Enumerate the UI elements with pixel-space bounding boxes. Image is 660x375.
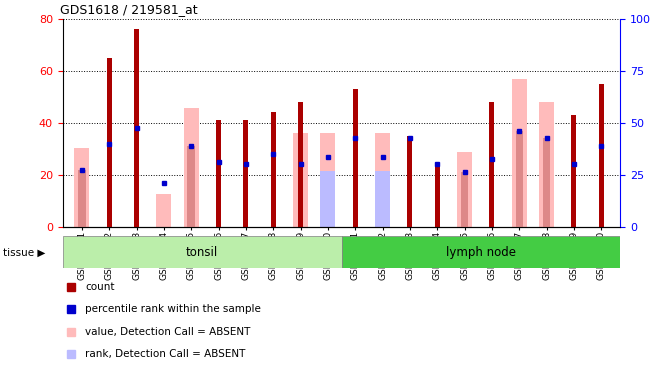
- Text: count: count: [85, 282, 114, 292]
- Bar: [320, 133, 335, 227]
- Bar: [435, 164, 440, 227]
- Text: percentile rank within the sample: percentile rank within the sample: [85, 304, 261, 314]
- Bar: [75, 148, 89, 227]
- Bar: [244, 120, 248, 227]
- Text: rank, Detection Call = ABSENT: rank, Detection Call = ABSENT: [85, 350, 246, 359]
- Bar: [515, 130, 523, 227]
- Bar: [134, 29, 139, 227]
- Bar: [78, 170, 86, 227]
- Bar: [512, 79, 527, 227]
- Text: GDS1618 / 219581_at: GDS1618 / 219581_at: [60, 3, 197, 16]
- Bar: [63, 236, 342, 268]
- Text: tonsil: tonsil: [186, 246, 218, 259]
- Bar: [375, 133, 390, 227]
- Bar: [271, 112, 276, 227]
- Bar: [490, 102, 494, 227]
- Bar: [298, 102, 303, 227]
- Bar: [457, 152, 472, 227]
- Bar: [407, 136, 412, 227]
- Bar: [216, 120, 221, 227]
- Bar: [543, 138, 550, 227]
- Bar: [293, 133, 308, 227]
- Bar: [375, 171, 390, 227]
- Bar: [107, 58, 112, 227]
- Text: tissue ▶: tissue ▶: [3, 248, 46, 257]
- Bar: [187, 146, 195, 227]
- Text: lymph node: lymph node: [446, 246, 516, 259]
- Bar: [342, 236, 620, 268]
- Bar: [320, 171, 335, 227]
- Bar: [183, 108, 199, 227]
- Bar: [572, 115, 576, 227]
- Bar: [156, 194, 172, 227]
- Bar: [461, 172, 468, 227]
- Bar: [539, 102, 554, 227]
- Text: value, Detection Call = ABSENT: value, Detection Call = ABSENT: [85, 327, 250, 337]
- Bar: [599, 84, 604, 227]
- Bar: [352, 89, 358, 227]
